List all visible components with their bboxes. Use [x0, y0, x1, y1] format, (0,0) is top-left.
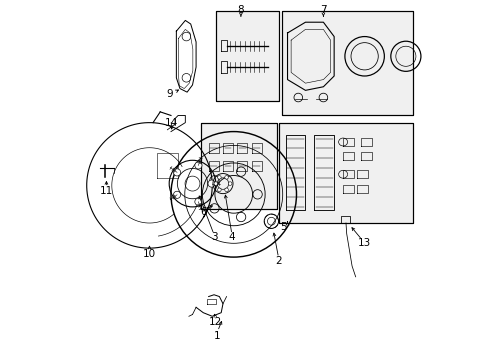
Circle shape	[194, 198, 202, 205]
Text: 6: 6	[200, 207, 206, 217]
Text: 4: 4	[228, 232, 235, 242]
Text: 9: 9	[165, 89, 172, 99]
Text: 3: 3	[210, 232, 217, 242]
Bar	[278, 123, 412, 223]
Bar	[201, 123, 276, 209]
Bar	[201, 123, 276, 209]
Circle shape	[224, 176, 228, 179]
Text: 5: 5	[280, 222, 286, 231]
Bar	[278, 123, 412, 223]
Bar	[282, 12, 412, 116]
Text: 11: 11	[100, 186, 113, 196]
Text: 13: 13	[357, 238, 370, 248]
Circle shape	[173, 169, 180, 176]
Circle shape	[224, 188, 228, 192]
Circle shape	[217, 176, 221, 179]
Circle shape	[214, 182, 217, 185]
Text: 2: 2	[275, 256, 281, 266]
Text: 14: 14	[164, 118, 177, 128]
Circle shape	[173, 191, 180, 198]
Text: 7: 7	[320, 5, 326, 15]
Circle shape	[194, 162, 202, 169]
Text: 12: 12	[209, 317, 222, 327]
Circle shape	[207, 180, 215, 187]
Bar	[215, 12, 278, 101]
Circle shape	[228, 182, 231, 185]
Text: 10: 10	[142, 248, 156, 258]
Bar	[215, 12, 278, 101]
Text: 8: 8	[237, 5, 244, 15]
Text: 1: 1	[214, 331, 221, 341]
Bar	[282, 12, 412, 116]
Circle shape	[217, 188, 221, 192]
